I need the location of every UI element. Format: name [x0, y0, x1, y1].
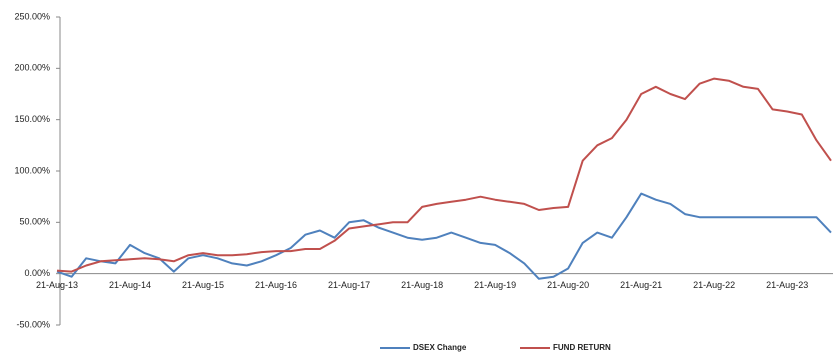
legend-label: FUND RETURN	[553, 343, 611, 352]
y-tick-label: 50.00%	[19, 217, 50, 227]
x-tick-label: 21-Aug-20	[547, 280, 589, 290]
legend: DSEX Change FUND RETURN	[380, 343, 611, 352]
legend-label: DSEX Change	[413, 343, 467, 352]
y-tick-label: 200.00%	[14, 63, 50, 73]
x-tick-label: 21-Aug-21	[620, 280, 662, 290]
y-tick-label: 0.00%	[24, 268, 50, 278]
y-tick-label: -50.00%	[16, 319, 50, 329]
x-tick-label: 21-Aug-22	[693, 280, 735, 290]
y-tick-label: 100.00%	[14, 165, 50, 175]
x-tick-label: 21-Aug-17	[328, 280, 370, 290]
y-tick-label: 250.00%	[14, 11, 50, 21]
y-tick-label: 150.00%	[14, 114, 50, 124]
x-tick-label: 21-Aug-15	[182, 280, 224, 290]
x-tick-label: 21-Aug-18	[401, 280, 443, 290]
x-tick-label: 21-Aug-13	[36, 280, 78, 290]
x-tick-label: 21-Aug-19	[474, 280, 516, 290]
line-series	[56, 192, 832, 280]
line-series	[56, 77, 832, 273]
x-tick-label: 21-Aug-14	[109, 280, 151, 290]
x-tick-label: 21-Aug-23	[766, 280, 808, 290]
x-tick-label: 21-Aug-16	[255, 280, 297, 290]
